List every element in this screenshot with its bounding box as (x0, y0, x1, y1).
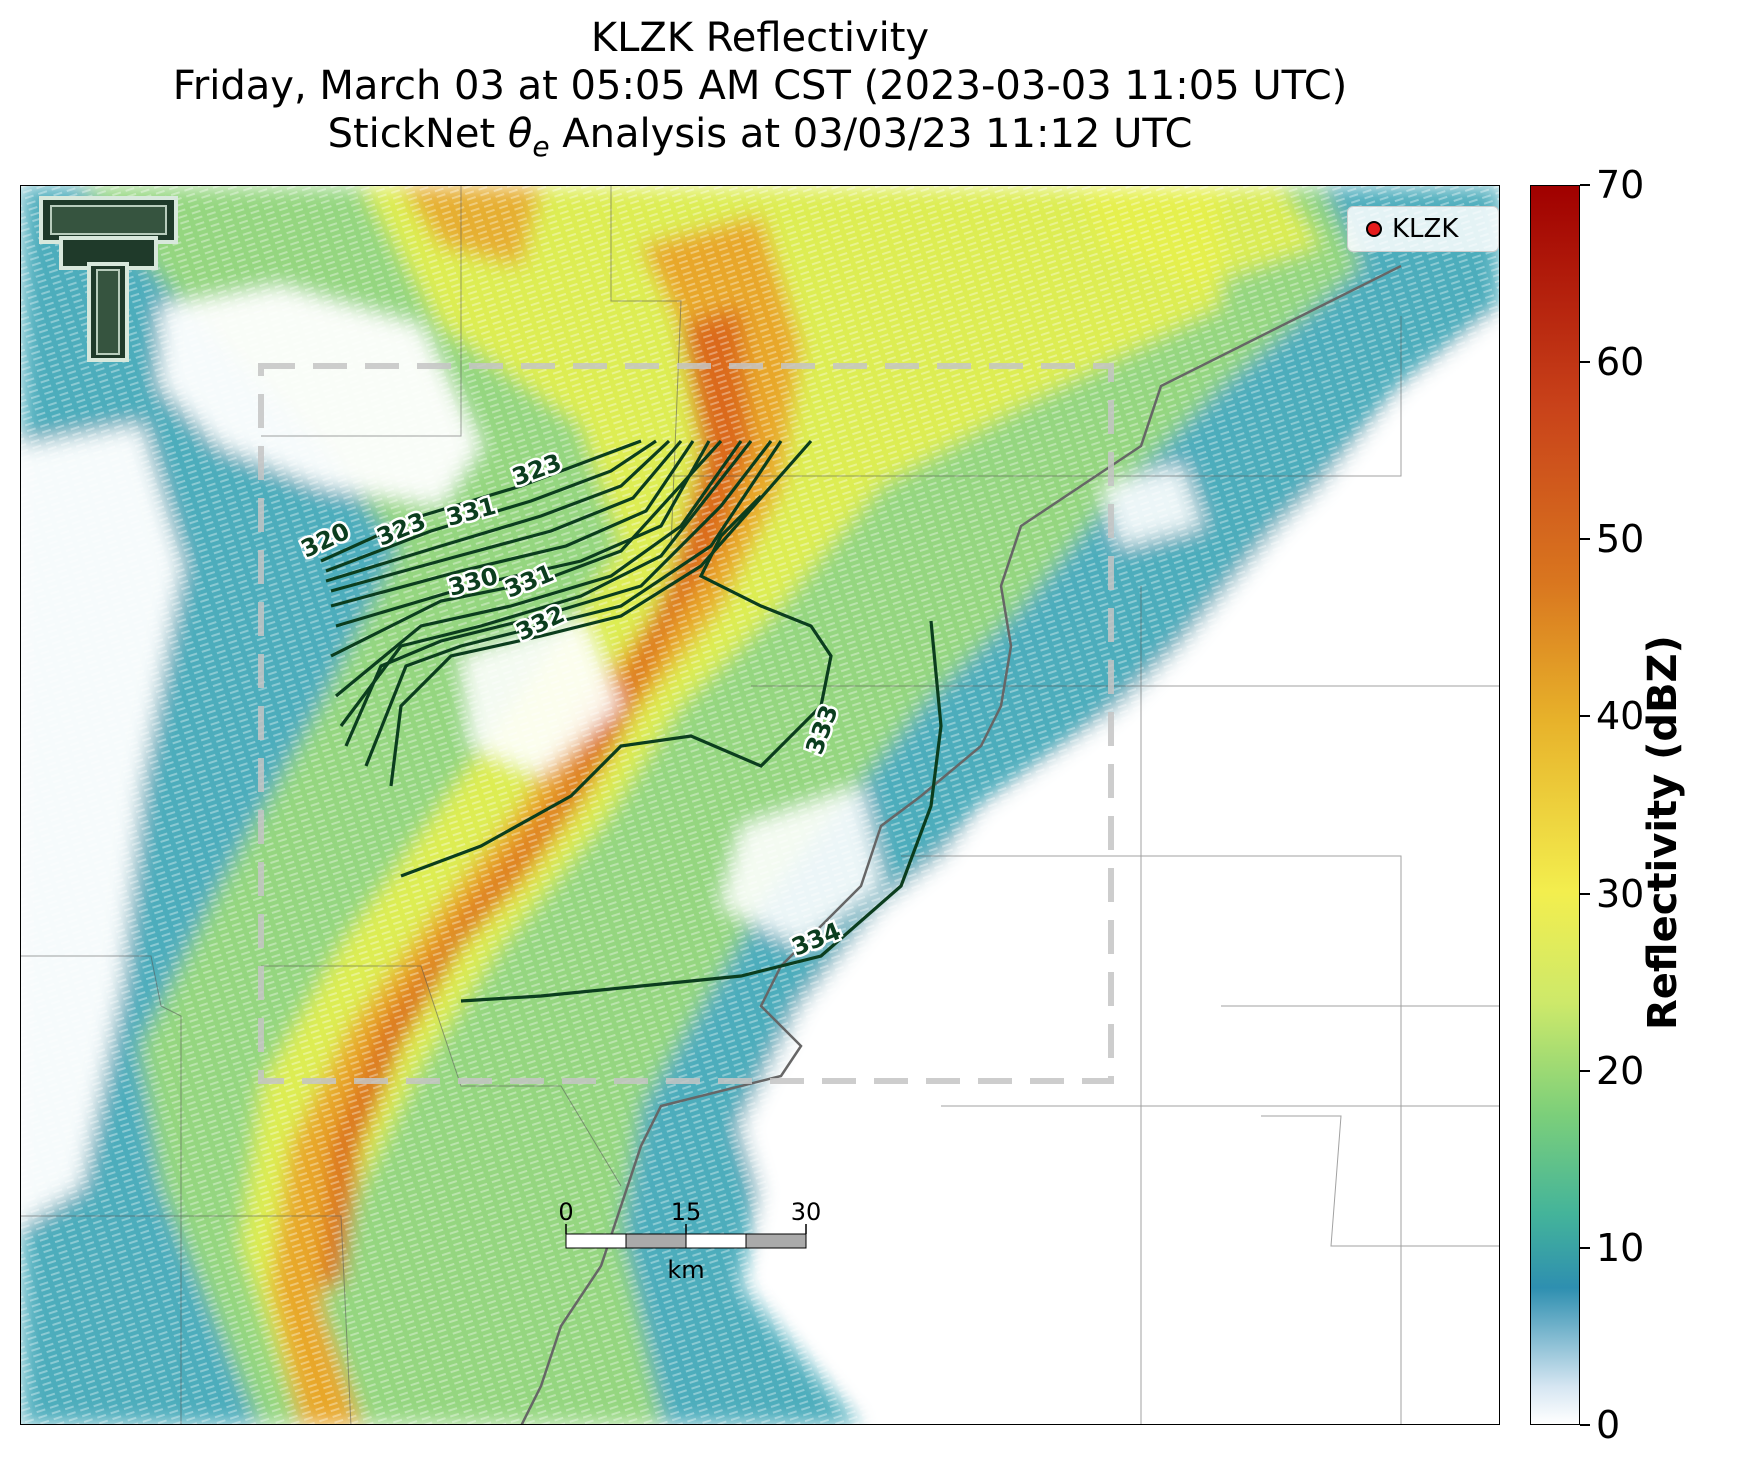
state-border (520, 264, 1402, 1424)
colorbar-tick (1580, 1424, 1590, 1426)
colorbar-tick-label: 70 (1596, 163, 1645, 207)
radar-map-canvas: 320 323 323 331 330 331 332 333 334 (21, 186, 1499, 1424)
colorbar-tick-label: 60 (1596, 340, 1645, 385)
colorbar-tick (1580, 184, 1590, 186)
colorbar-tick (1580, 1246, 1590, 1249)
theta-subscript: e (532, 130, 550, 163)
colorbar-tick-label: 40 (1596, 694, 1645, 739)
title-line-3-text: StickNet θe Analysis at 03/03/23 11:12 U… (327, 111, 1193, 163)
theta-e-contours (320, 439, 943, 1003)
analysis-domain-box (258, 363, 1114, 1084)
colorbar-tick (1580, 538, 1590, 541)
legend-label: KLZK (1392, 214, 1459, 244)
colorbar-tick (1580, 892, 1590, 895)
colorbar-tick-label: 50 (1596, 517, 1645, 562)
map-legend: KLZK (1347, 206, 1499, 252)
colorbar-tick (1580, 715, 1590, 718)
radar-map[interactable]: 320 323 323 331 330 331 332 333 334 (20, 185, 1500, 1425)
colorbar-tick-label: 0 (1596, 1403, 1621, 1447)
title-line-3: StickNet θe Analysis at 03/03/23 11:12 U… (0, 110, 1520, 171)
scale-unit-label: km (667, 1256, 704, 1284)
title-line-2: Friday, March 03 at 05:05 AM CST (2023-0… (172, 63, 1348, 109)
colorbar-tick (1580, 1069, 1590, 1072)
colorbar-title: Reflectivity (dBZ) (1640, 635, 1686, 1030)
title-line-1: KLZK Reflectivity (590, 15, 930, 61)
scale-bar (565, 1224, 807, 1249)
colorbar-tick (1580, 361, 1590, 364)
radar-site-marker-icon (1366, 221, 1382, 237)
colorbar-tick-label: 20 (1596, 1048, 1645, 1093)
colorbar-tick-label: 30 (1596, 871, 1645, 916)
county-boundaries (21, 186, 1499, 1424)
radar-texture (21, 186, 1499, 1424)
theta-symbol: θ (507, 111, 533, 157)
scale-tick-label: 30 (791, 1198, 822, 1226)
scale-tick-label: 0 (558, 1198, 573, 1226)
reflectivity-colorbar (1530, 185, 1580, 1425)
scale-tick-label: 15 (671, 1198, 702, 1226)
colorbar-tick-label: 10 (1596, 1225, 1645, 1270)
texas-tech-double-t-logo (39, 196, 178, 362)
